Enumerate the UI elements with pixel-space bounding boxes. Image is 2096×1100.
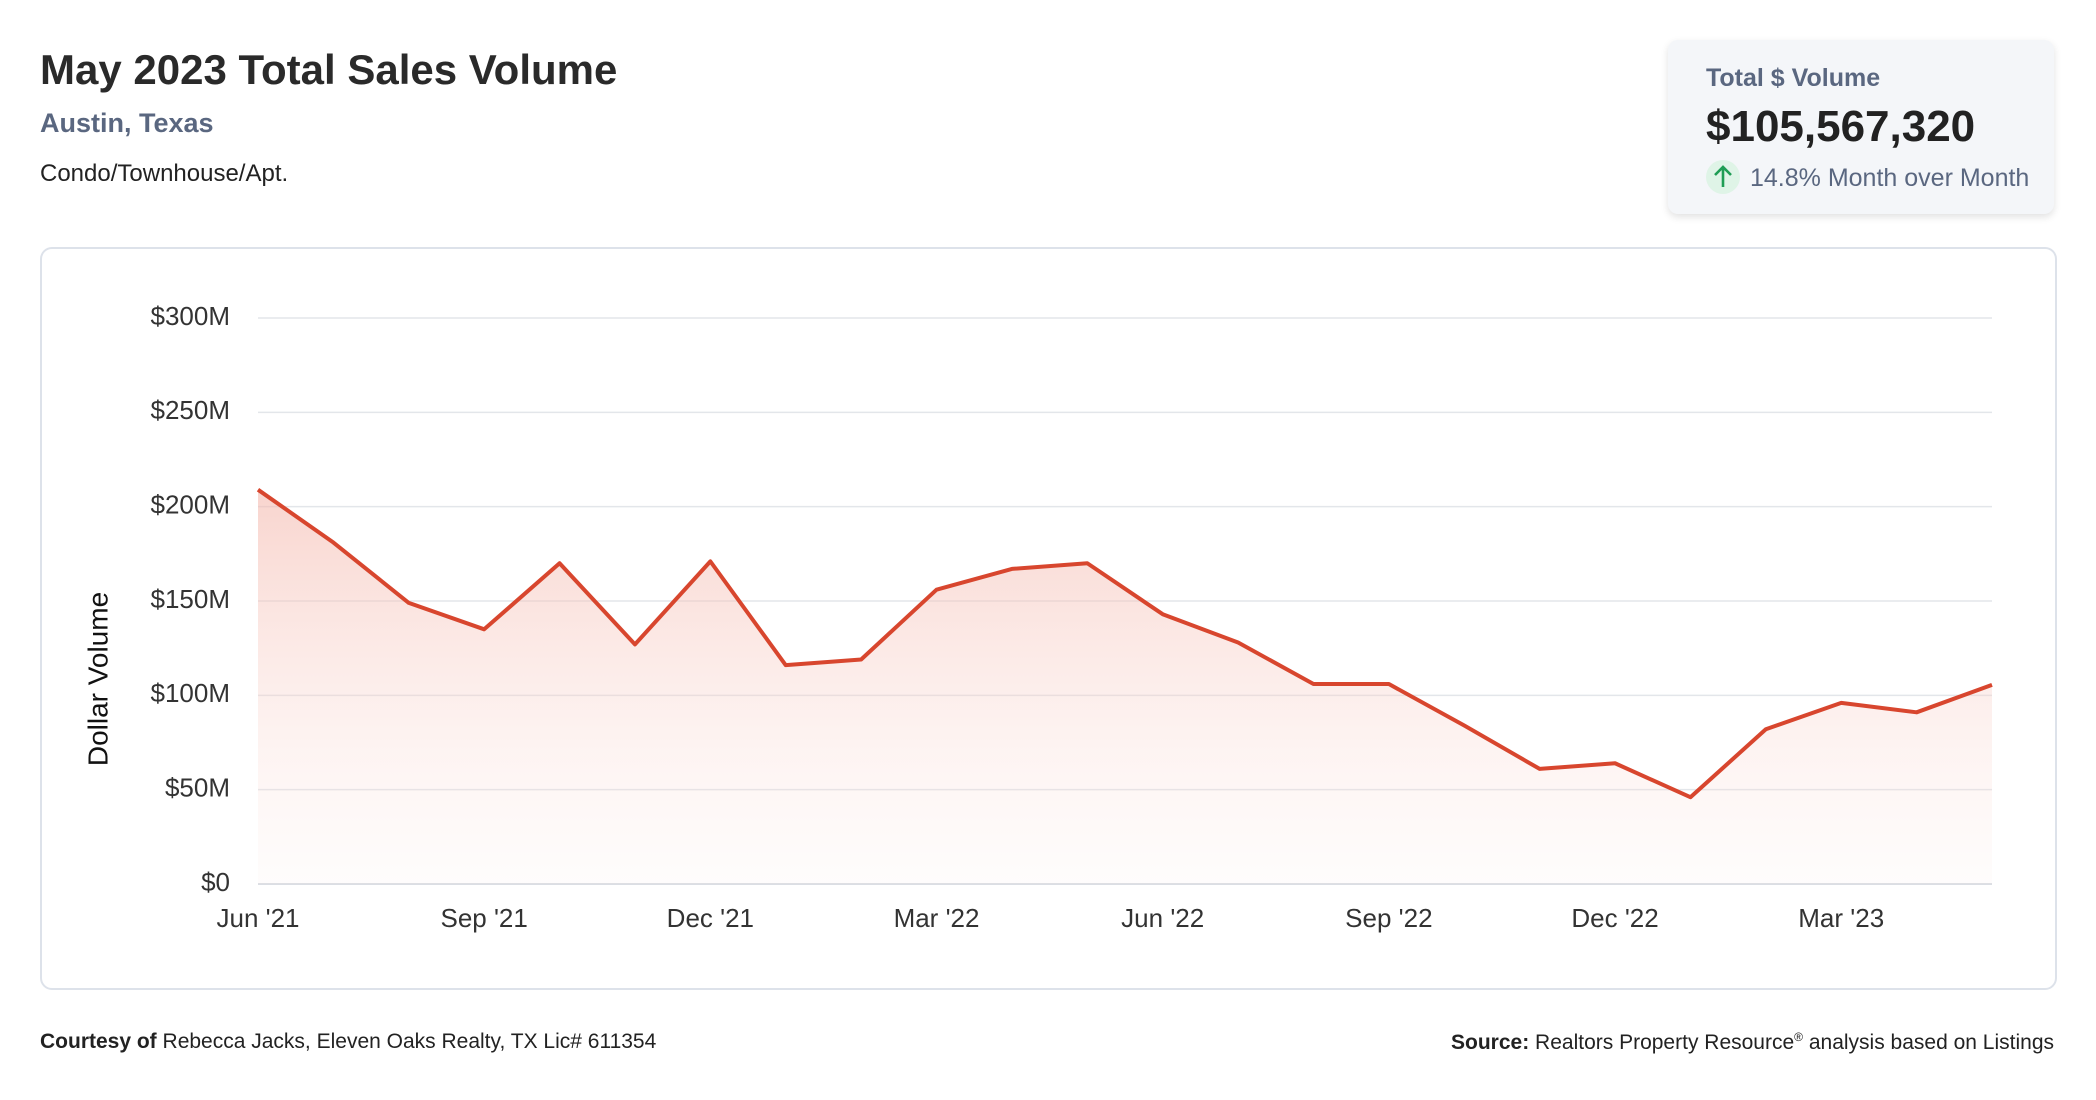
y-tick-label: $100M bbox=[151, 678, 231, 708]
y-tick-label: $250M bbox=[151, 395, 231, 425]
y-tick-label: $50M bbox=[165, 773, 230, 803]
up-icon bbox=[1706, 160, 1740, 194]
source-text: Realtors Property Resource bbox=[1535, 1031, 1795, 1054]
property-type: Condo/Townhouse/Apt. bbox=[40, 160, 289, 187]
source-label: Source: bbox=[1451, 1031, 1530, 1054]
y-tick-label: $0 bbox=[201, 867, 230, 897]
x-tick-label: Jun '21 bbox=[216, 903, 299, 933]
x-tick-label: Sep '21 bbox=[440, 903, 527, 933]
x-tick-label: Mar '22 bbox=[894, 903, 980, 933]
y-axis-title: Dollar Volume bbox=[82, 592, 113, 766]
summary-card: Total $ Volume $105,567,320 14.8% Month … bbox=[1668, 40, 2054, 214]
x-tick-label: Jun '22 bbox=[1121, 903, 1204, 933]
arrow bbox=[1714, 165, 1732, 187]
title: May 2023 Total Sales Volume bbox=[40, 46, 618, 93]
y-tick-label: $300M bbox=[151, 301, 231, 331]
x-tick-label: Dec '21 bbox=[667, 903, 754, 933]
courtesy: Courtesy of Rebecca Jacks, Eleven Oaks R… bbox=[40, 1030, 656, 1054]
line bbox=[256, 488, 1993, 800]
courtesy-text: Rebecca Jacks, Eleven Oaks Realty, TX Li… bbox=[162, 1030, 657, 1053]
x-tick-label: Mar '23 bbox=[1798, 903, 1884, 933]
y-tick-label: $150M bbox=[151, 584, 231, 614]
x-tick-label: Dec '22 bbox=[1571, 903, 1658, 933]
source: Source: Realtors Property Resource® anal… bbox=[1451, 1030, 2054, 1055]
x-tick-label: Sep '22 bbox=[1345, 903, 1432, 933]
courtesy-label: Courtesy of bbox=[40, 1030, 157, 1053]
source-mark: ® bbox=[1794, 1030, 1803, 1044]
location: Austin, Texas bbox=[40, 108, 214, 138]
y-tick-label: $200M bbox=[151, 490, 231, 520]
chart-frame bbox=[40, 247, 2057, 990]
source-tail: analysis based on Listings bbox=[1808, 1031, 2054, 1054]
card-change: 14.8% Month over Month bbox=[1750, 164, 2030, 192]
card-value: $105,567,320 bbox=[1706, 102, 1976, 151]
card-label: Total $ Volume bbox=[1706, 64, 1881, 92]
area bbox=[258, 489, 1992, 884]
